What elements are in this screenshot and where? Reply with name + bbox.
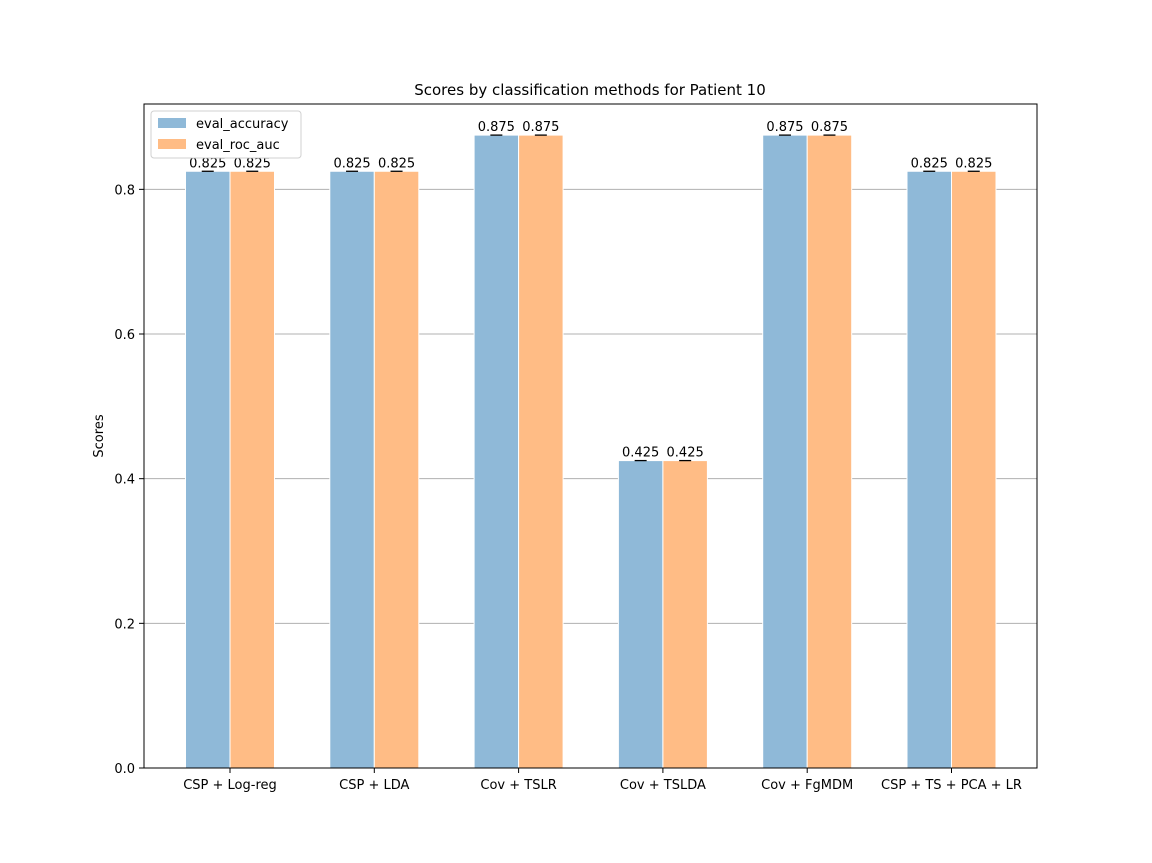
- y-axis-label: Scores: [92, 414, 107, 457]
- y-tick-label: 0.4: [114, 473, 135, 488]
- x-tick-label: Cov + TSLDA: [620, 778, 706, 793]
- data-label: 0.825: [189, 156, 226, 171]
- gridlines: [144, 188, 1037, 624]
- chart-title: Scores by classification methods for Pat…: [414, 81, 766, 99]
- bar-eval_accuracy: [473, 134, 520, 769]
- data-label: 0.825: [911, 156, 948, 171]
- bar-eval_roc_auc: [229, 170, 275, 769]
- x-tick-label: Cov + FgMDM: [761, 778, 853, 793]
- x-tick-label: CSP + LDA: [339, 778, 409, 793]
- data-label: 0.875: [478, 120, 515, 135]
- legend: eval_accuracy eval_roc_auc: [150, 110, 302, 159]
- bar-eval_accuracy: [762, 134, 808, 769]
- bar-eval_accuracy: [617, 460, 664, 769]
- y-tick-label: 0.0: [114, 762, 135, 777]
- data-label: 0.875: [766, 120, 803, 135]
- legend-swatch: [158, 118, 186, 128]
- y-tick-label: 0.2: [114, 617, 135, 632]
- bar-eval_roc_auc: [373, 170, 420, 769]
- legend-label: eval_accuracy: [196, 117, 289, 132]
- x-ticks: CSP + Log-reg CSP + LDA Cov + TSLR Cov + TS…: [183, 768, 1022, 793]
- legend-label: eval_roc_auc: [196, 138, 280, 153]
- legend-swatch: [158, 139, 186, 149]
- legend-box: [150, 110, 302, 159]
- data-label: 0.425: [622, 446, 659, 461]
- data-label: 0.825: [234, 156, 271, 171]
- bar-eval_accuracy: [906, 170, 952, 769]
- bar-eval_roc_auc: [806, 134, 853, 769]
- data-label: 0.825: [378, 156, 415, 171]
- bar-eval_roc_auc: [518, 134, 564, 769]
- bar-eval_accuracy: [185, 170, 231, 769]
- data-label: 0.425: [667, 446, 704, 461]
- y-tick-label: 0.6: [114, 328, 135, 343]
- bar-eval_roc_auc: [662, 460, 708, 769]
- x-tick-label: CSP + TS + PCA + LR: [881, 778, 1022, 793]
- error-bars: [201, 134, 980, 462]
- bars: [185, 134, 997, 769]
- data-label: 0.875: [522, 120, 559, 135]
- y-ticks: 0.0 0.2 0.4 0.6 0.8: [114, 183, 144, 777]
- data-labels: 0.825 0.825 0.875 0.425 0.875 0.825 0.825 0.825…: [189, 120, 992, 460]
- data-label: 0.875: [811, 120, 848, 135]
- x-tick-label: Cov + TSLR: [480, 778, 556, 793]
- x-tick-label: CSP + Log-reg: [183, 778, 277, 793]
- bar-eval_roc_auc: [951, 170, 997, 769]
- y-tick-label: 0.8: [114, 183, 135, 198]
- plot-frame: [143, 103, 1038, 769]
- data-label: 0.825: [333, 156, 370, 171]
- axes: [143, 103, 1038, 769]
- bar-eval_accuracy: [329, 170, 375, 769]
- data-label: 0.825: [955, 156, 992, 171]
